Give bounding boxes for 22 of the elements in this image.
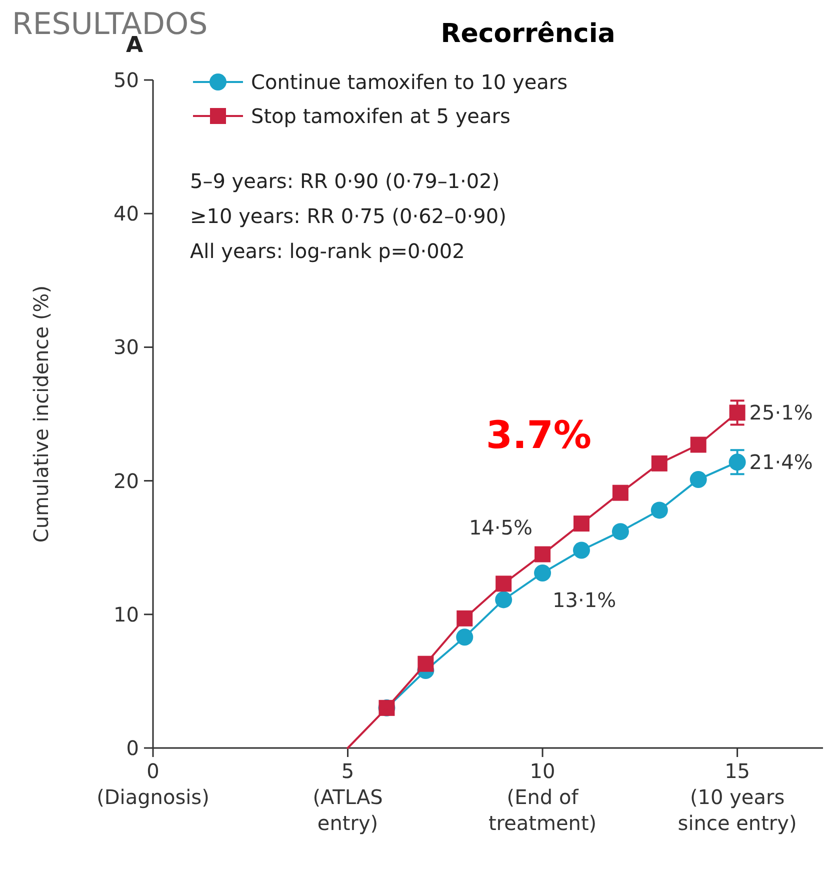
y-tick-label: 20 xyxy=(114,468,139,493)
data-label: 13·1% xyxy=(552,588,616,612)
y-tick-label: 0 xyxy=(126,736,139,760)
legend-label: Continue tamoxifen to 10 years xyxy=(251,70,568,94)
annotation: 3.7% xyxy=(486,413,592,457)
x-tick-label: 5 (ATLAS entry) xyxy=(312,759,383,835)
annotation: All years: log-rank p=0·002 xyxy=(190,239,465,263)
y-axis-title: Cumulative incidence (%) xyxy=(29,285,53,543)
x-tick-label: 0 (Diagnosis) xyxy=(96,759,210,809)
chart-title: Recorrência xyxy=(440,19,616,49)
data-label: 14·5% xyxy=(468,515,533,540)
y-tick-label: 30 xyxy=(114,335,139,360)
x-tick-label: 10 (End of treatment) xyxy=(488,759,597,835)
y-tick-label: 10 xyxy=(114,602,139,626)
data-label: 25·1% xyxy=(749,400,813,425)
data-label: 21·4% xyxy=(749,450,813,474)
legend-label: Stop tamoxifen at 5 years xyxy=(251,104,510,128)
annotation: ≥10 years: RR 0·75 (0·62–0·90) xyxy=(190,204,506,228)
y-tick-label: 50 xyxy=(114,68,139,92)
annotation: 5–9 years: RR 0·90 (0·79–1·02) xyxy=(190,169,500,193)
x-tick-label: 15 (10 years since entry) xyxy=(678,759,797,835)
y-tick-label: 40 xyxy=(114,202,139,226)
